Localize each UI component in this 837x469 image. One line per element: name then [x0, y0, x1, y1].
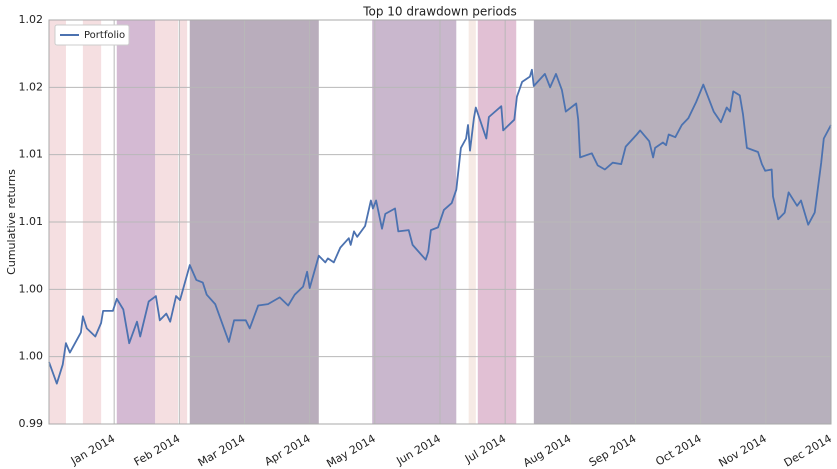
plot-frame: [48, 19, 832, 425]
chart-title: Top 10 drawdown periods: [362, 5, 517, 19]
y-tick-label: 1.02: [19, 13, 44, 26]
y-tick-label: 0.99: [19, 417, 44, 430]
y-axis-label: Cumulative returns: [5, 169, 18, 275]
legend-box: [54, 24, 130, 46]
plot-lines: [48, 68, 832, 385]
legend-label: Portfolio: [84, 30, 125, 41]
y-tick-label: 1.00: [19, 350, 44, 363]
y-tick-label: 1.00: [19, 282, 44, 295]
y-tick-label: 1.01: [19, 215, 44, 228]
y-tick-label: 1.01: [19, 148, 44, 161]
y-tick-label: 1.02: [19, 80, 44, 93]
legend: Portfolio: [54, 24, 130, 46]
series-line: [48, 68, 832, 385]
